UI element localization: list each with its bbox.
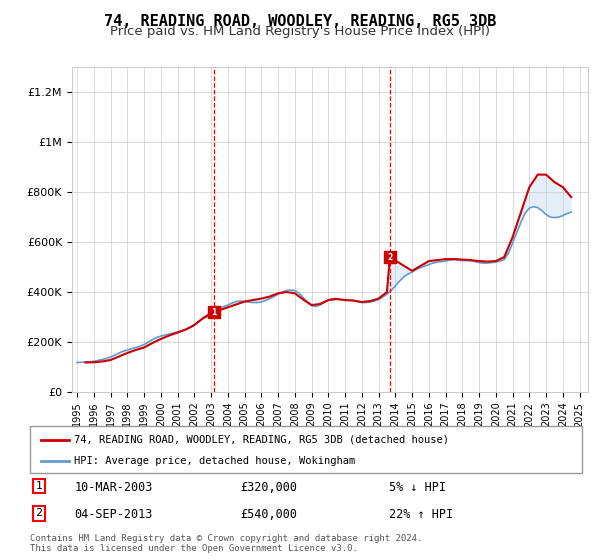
Text: 5% ↓ HPI: 5% ↓ HPI bbox=[389, 480, 446, 494]
Text: 22% ↑ HPI: 22% ↑ HPI bbox=[389, 508, 453, 521]
Text: HPI: Average price, detached house, Wokingham: HPI: Average price, detached house, Woki… bbox=[74, 456, 355, 466]
FancyBboxPatch shape bbox=[30, 426, 582, 473]
Text: Price paid vs. HM Land Registry's House Price Index (HPI): Price paid vs. HM Land Registry's House … bbox=[110, 25, 490, 38]
Text: 2: 2 bbox=[387, 253, 392, 262]
Text: 74, READING ROAD, WOODLEY, READING, RG5 3DB (detached house): 74, READING ROAD, WOODLEY, READING, RG5 … bbox=[74, 435, 449, 445]
Text: Contains HM Land Registry data © Crown copyright and database right 2024.
This d: Contains HM Land Registry data © Crown c… bbox=[30, 534, 422, 553]
Text: 2: 2 bbox=[35, 508, 43, 519]
Text: 1: 1 bbox=[35, 480, 43, 491]
Text: £320,000: £320,000 bbox=[240, 480, 297, 494]
Text: 1: 1 bbox=[212, 307, 217, 316]
Text: 74, READING ROAD, WOODLEY, READING, RG5 3DB: 74, READING ROAD, WOODLEY, READING, RG5 … bbox=[104, 14, 496, 29]
Text: 10-MAR-2003: 10-MAR-2003 bbox=[74, 480, 152, 494]
Text: 04-SEP-2013: 04-SEP-2013 bbox=[74, 508, 152, 521]
Text: £540,000: £540,000 bbox=[240, 508, 297, 521]
